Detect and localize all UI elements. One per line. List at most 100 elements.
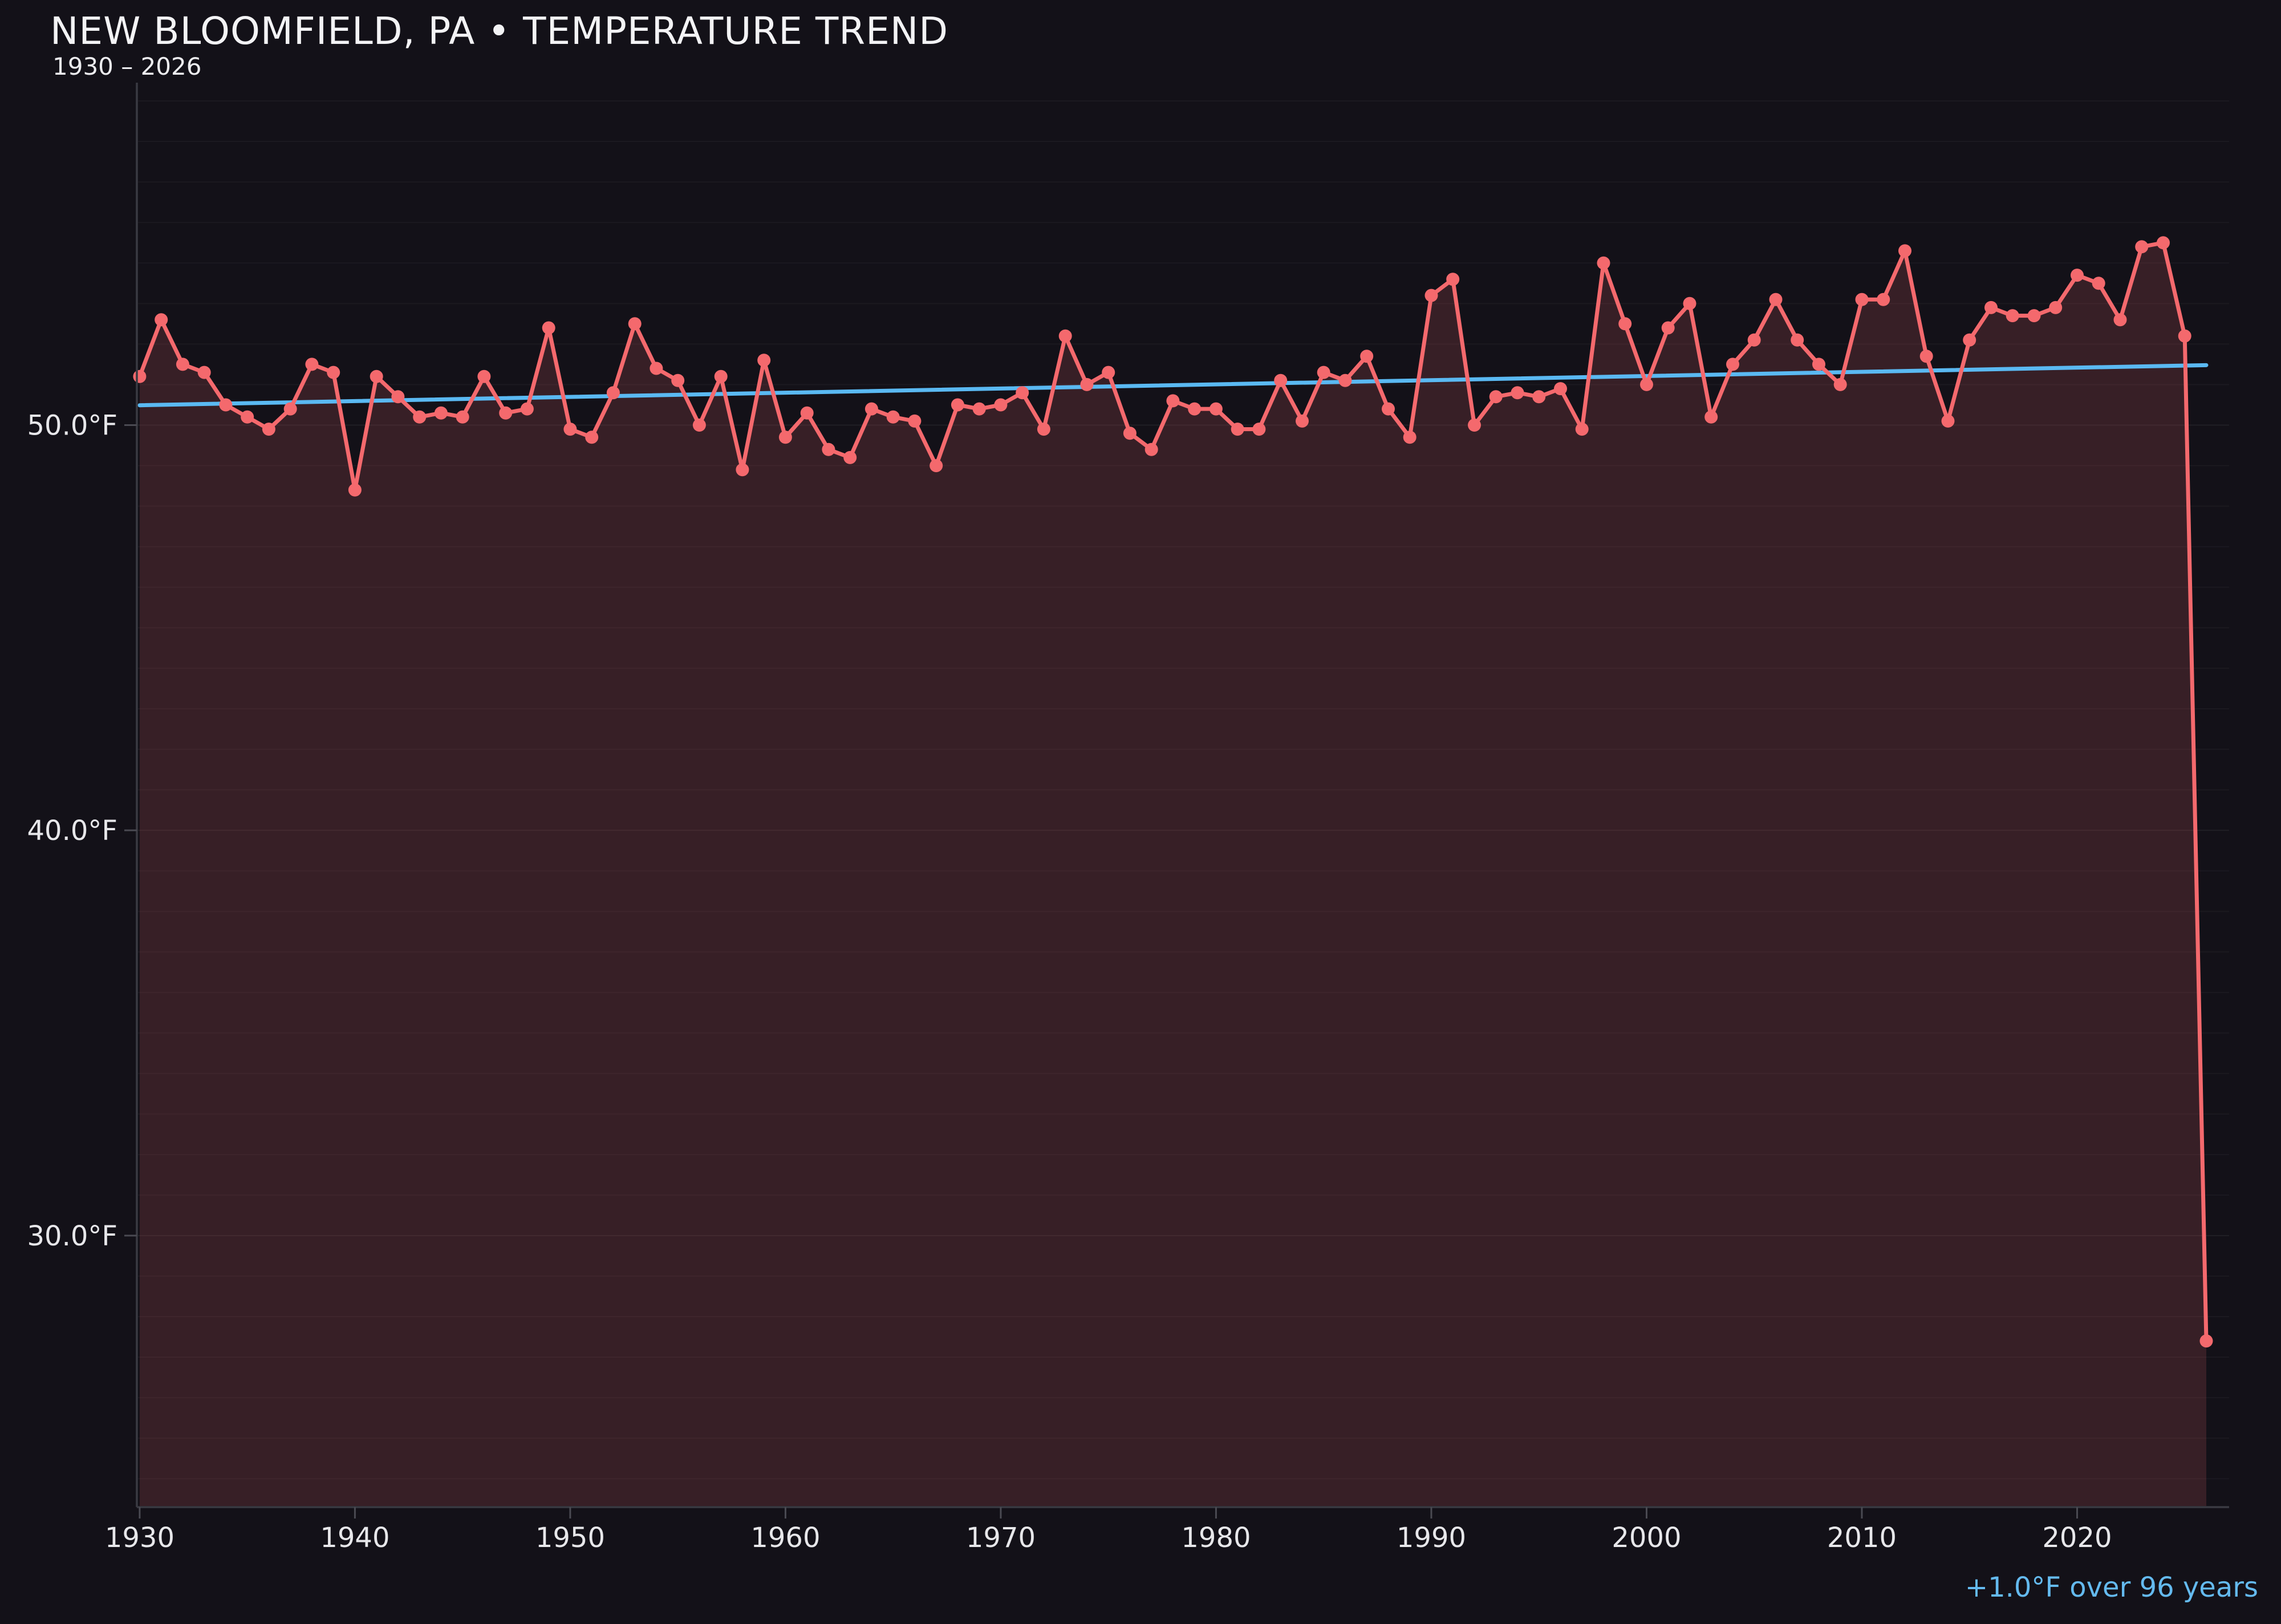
data-point: [1489, 390, 1503, 404]
x-tick-label: 2010: [1827, 1522, 1897, 1554]
data-point: [370, 370, 383, 383]
data-point: [1252, 423, 1266, 436]
data-point: [1747, 333, 1761, 347]
data-point: [1855, 293, 1869, 306]
data-point: [1769, 293, 1783, 306]
data-point: [241, 410, 254, 424]
data-point: [219, 398, 233, 412]
y-tick-label: 40.0°F: [27, 815, 117, 847]
data-point: [1941, 414, 1955, 428]
x-tick-label: 1990: [1397, 1522, 1466, 1554]
data-point: [1726, 358, 1739, 371]
data-point: [822, 442, 835, 456]
data-point: [176, 358, 189, 371]
data-point: [499, 406, 513, 420]
data-point: [391, 390, 405, 404]
data-point: [1575, 423, 1589, 436]
data-point: [1661, 321, 1675, 335]
data-point: [2113, 313, 2127, 327]
data-point: [1704, 410, 1718, 424]
data-point: [1812, 358, 1825, 371]
data-point: [1640, 377, 1653, 391]
x-tick-label: 1980: [1181, 1522, 1251, 1554]
data-point: [2071, 269, 2084, 282]
data-point: [606, 386, 620, 400]
data-point: [2092, 277, 2105, 290]
data-point: [348, 483, 362, 497]
data-point: [262, 423, 275, 436]
data-point: [456, 410, 469, 424]
data-point: [1188, 402, 1202, 416]
data-point: [1597, 256, 1610, 270]
data-point: [1984, 301, 1998, 314]
y-tick-label: 30.0°F: [27, 1220, 117, 1252]
data-point: [1231, 423, 1244, 436]
data-point: [1532, 390, 1546, 404]
data-point: [1683, 297, 1696, 310]
data-point: [800, 406, 814, 420]
data-point: [2135, 240, 2149, 254]
data-point: [1080, 377, 1094, 391]
data-point: [155, 313, 168, 327]
data-point: [305, 358, 319, 371]
data-point: [1274, 373, 1288, 387]
data-point: [1144, 442, 1158, 456]
data-point: [908, 414, 922, 428]
data-point: [1166, 394, 1180, 408]
data-point: [477, 370, 491, 383]
data-point: [2027, 309, 2041, 323]
data-point: [1833, 377, 1847, 391]
data-point: [2157, 236, 2170, 250]
data-point: [1963, 333, 1976, 347]
page-subtitle: 1930 – 2026: [52, 52, 202, 80]
data-point: [434, 406, 448, 420]
x-tick-label: 1930: [105, 1522, 174, 1554]
data-point: [1468, 419, 1481, 432]
trend-annotation: +1.0°F over 96 years: [1965, 1572, 2258, 1603]
data-point: [327, 366, 340, 379]
data-point: [1058, 329, 1072, 343]
x-tick-label: 2000: [1612, 1522, 1681, 1554]
x-tick-label: 1950: [535, 1522, 605, 1554]
data-point: [1618, 317, 1632, 331]
data-point: [283, 402, 297, 416]
data-point: [650, 362, 663, 375]
data-point: [1424, 289, 1438, 302]
data-point: [736, 463, 749, 477]
data-point: [1037, 423, 1050, 436]
trend-line: [137, 363, 2209, 408]
data-point: [1919, 350, 1933, 363]
x-tick-label: 1970: [966, 1522, 1036, 1554]
data-point: [1403, 431, 1417, 444]
data-point: [2006, 309, 2019, 323]
data-point: [413, 410, 427, 424]
data-point: [1296, 414, 1309, 428]
data-point: [133, 370, 147, 383]
data-point: [1446, 273, 1460, 286]
series-area: [139, 242, 2207, 1507]
data-point: [1016, 386, 1029, 400]
data-point: [1877, 293, 1890, 306]
data-point: [2049, 301, 2063, 314]
data-point: [843, 450, 857, 464]
x-tick-label: 2020: [2042, 1522, 2112, 1554]
x-tick-label: 1940: [320, 1522, 389, 1554]
data-point: [864, 402, 878, 416]
data-point: [2199, 1334, 2213, 1348]
x-tick-label: 1960: [750, 1522, 820, 1554]
data-point: [757, 354, 771, 367]
data-point: [520, 402, 534, 416]
data-point: [951, 398, 964, 412]
data-point: [2178, 329, 2191, 343]
data-point: [994, 398, 1008, 412]
data-point: [1898, 244, 1911, 258]
data-point: [1791, 333, 1804, 347]
data-point: [714, 370, 728, 383]
data-point: [692, 419, 706, 432]
data-point: [671, 373, 685, 387]
data-point: [542, 321, 555, 335]
data-point: [563, 423, 577, 436]
data-point: [628, 317, 642, 331]
